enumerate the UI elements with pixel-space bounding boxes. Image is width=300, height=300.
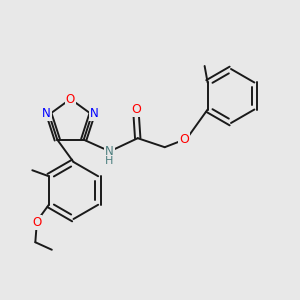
- Text: O: O: [32, 216, 41, 229]
- Text: N: N: [105, 145, 114, 158]
- Text: N: N: [42, 107, 51, 120]
- Text: N: N: [90, 107, 99, 120]
- Text: O: O: [131, 103, 141, 116]
- Text: O: O: [66, 92, 75, 106]
- Text: O: O: [179, 133, 189, 146]
- Text: H: H: [105, 156, 113, 166]
